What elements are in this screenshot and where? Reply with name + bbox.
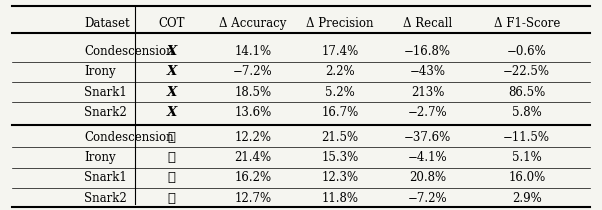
Text: X: X xyxy=(166,86,177,99)
Text: −4.1%: −4.1% xyxy=(408,151,447,164)
Text: Irony: Irony xyxy=(84,151,116,164)
Text: 5.8%: 5.8% xyxy=(512,106,542,119)
Text: Δ Precision: Δ Precision xyxy=(306,17,374,30)
Text: 21.4%: 21.4% xyxy=(234,151,272,164)
Text: −2.7%: −2.7% xyxy=(408,106,447,119)
Text: −16.8%: −16.8% xyxy=(404,45,451,58)
Text: 21.5%: 21.5% xyxy=(321,131,359,144)
Text: −0.6%: −0.6% xyxy=(507,45,547,58)
Text: 12.2%: 12.2% xyxy=(234,131,272,144)
Text: 16.2%: 16.2% xyxy=(234,171,272,184)
Text: −37.6%: −37.6% xyxy=(404,131,451,144)
Text: Snark1: Snark1 xyxy=(84,86,127,99)
Text: 13.6%: 13.6% xyxy=(234,106,272,119)
Text: ✓: ✓ xyxy=(167,151,176,164)
Text: −22.5%: −22.5% xyxy=(503,66,550,79)
Text: Snark2: Snark2 xyxy=(84,106,127,119)
Text: Δ Recall: Δ Recall xyxy=(403,17,452,30)
Text: Condescension: Condescension xyxy=(84,45,174,58)
Text: X: X xyxy=(166,45,177,58)
Text: ✓: ✓ xyxy=(167,192,176,205)
Text: 2.2%: 2.2% xyxy=(325,66,355,79)
Text: 17.4%: 17.4% xyxy=(321,45,359,58)
Text: 16.7%: 16.7% xyxy=(321,106,359,119)
Text: −7.2%: −7.2% xyxy=(408,192,447,205)
Text: −43%: −43% xyxy=(409,66,445,79)
Text: 15.3%: 15.3% xyxy=(321,151,359,164)
Text: 12.7%: 12.7% xyxy=(234,192,272,205)
Text: 20.8%: 20.8% xyxy=(409,171,446,184)
Text: ✓: ✓ xyxy=(167,131,176,144)
Text: ✓: ✓ xyxy=(167,171,176,184)
Text: Snark1: Snark1 xyxy=(84,171,127,184)
Text: X: X xyxy=(166,66,177,79)
Text: 14.1%: 14.1% xyxy=(234,45,272,58)
Text: 213%: 213% xyxy=(411,86,444,99)
Text: Condescension: Condescension xyxy=(84,131,174,144)
Text: Dataset: Dataset xyxy=(84,17,130,30)
Text: 86.5%: 86.5% xyxy=(508,86,545,99)
Text: Δ Accuracy: Δ Accuracy xyxy=(219,17,287,30)
Text: Snark2: Snark2 xyxy=(84,192,127,205)
Text: 18.5%: 18.5% xyxy=(234,86,272,99)
Text: 2.9%: 2.9% xyxy=(512,192,542,205)
Text: 12.3%: 12.3% xyxy=(321,171,359,184)
Text: Δ F1-Score: Δ F1-Score xyxy=(494,17,560,30)
Text: −7.2%: −7.2% xyxy=(233,66,273,79)
Text: −11.5%: −11.5% xyxy=(503,131,550,144)
Text: 5.1%: 5.1% xyxy=(512,151,542,164)
Text: 5.2%: 5.2% xyxy=(325,86,355,99)
Text: 11.8%: 11.8% xyxy=(321,192,359,205)
Text: 16.0%: 16.0% xyxy=(508,171,545,184)
Text: COT: COT xyxy=(158,17,185,30)
Text: X: X xyxy=(166,106,177,119)
Text: Irony: Irony xyxy=(84,66,116,79)
